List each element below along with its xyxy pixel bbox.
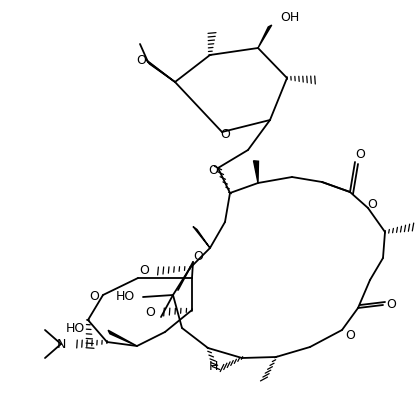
Text: HO: HO: [66, 321, 85, 335]
Text: HO: HO: [116, 291, 135, 303]
Polygon shape: [253, 161, 259, 183]
Text: O: O: [136, 55, 146, 67]
Text: O: O: [145, 305, 155, 319]
Text: O: O: [367, 199, 377, 212]
Text: O: O: [193, 250, 203, 263]
Text: H: H: [208, 360, 218, 372]
Polygon shape: [147, 60, 175, 82]
Text: O: O: [89, 289, 99, 302]
Text: N: N: [56, 337, 66, 351]
Text: O: O: [345, 328, 355, 342]
Text: O: O: [208, 164, 218, 176]
Polygon shape: [108, 330, 137, 346]
Text: OH: OH: [280, 12, 299, 25]
Polygon shape: [193, 226, 210, 248]
Text: O: O: [355, 148, 365, 161]
Text: O: O: [386, 298, 396, 312]
Text: O: O: [220, 127, 230, 141]
Text: O: O: [139, 265, 149, 277]
Polygon shape: [258, 25, 272, 48]
